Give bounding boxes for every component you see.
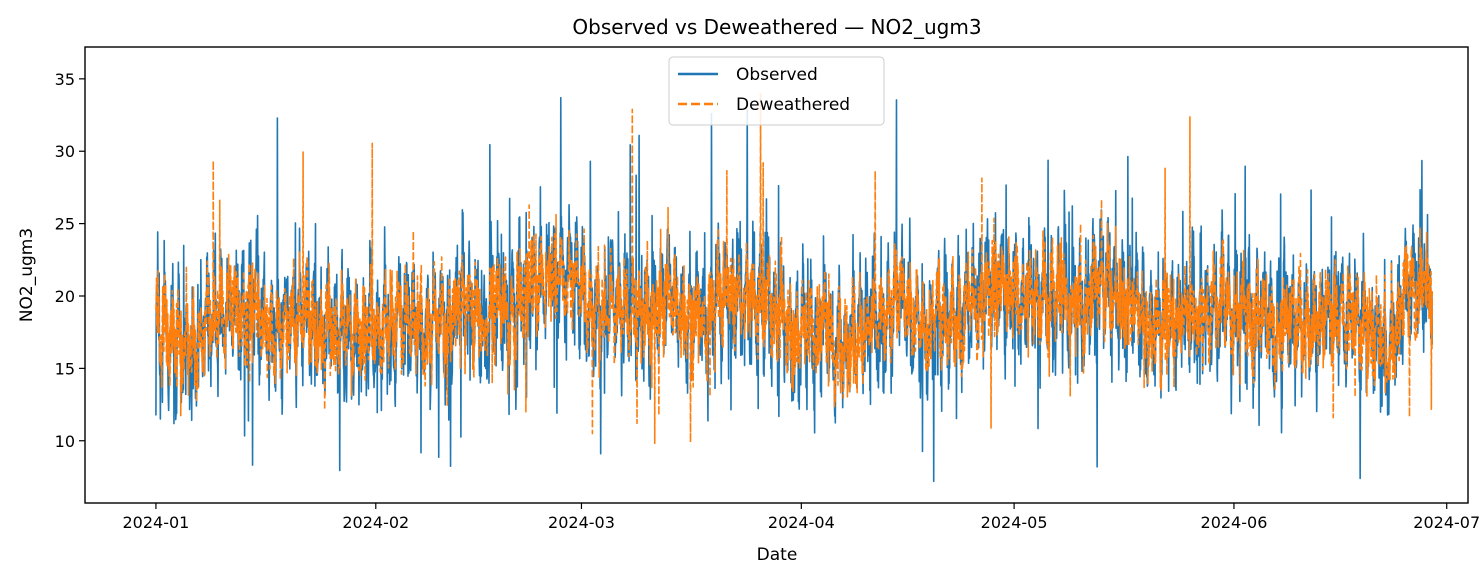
y-tick-label: 20	[55, 287, 75, 306]
chart-title: Observed vs Deweathered — NO2_ugm3	[572, 15, 981, 39]
x-tick-label: 2024-05	[981, 513, 1048, 532]
plot-frame	[84, 46, 1469, 504]
y-axis-label: NO2_ugm3	[17, 228, 37, 322]
series-layer	[155, 92, 1434, 483]
x-axis-label: Date	[757, 545, 798, 565]
y-axis: 10 15 20 25 30 35	[55, 70, 85, 451]
y-tick-label: 15	[55, 359, 75, 378]
x-tick-label: 2024-07	[1413, 513, 1480, 532]
x-tick-label: 2024-01	[122, 513, 189, 532]
series-line-deweathered	[155, 92, 1434, 445]
x-axis: 2024-01 2024-02 2024-03 2024-04 2024-05 2024-…	[122, 503, 1480, 532]
legend: Observed Deweathered	[668, 56, 885, 126]
y-tick-label: 25	[55, 215, 75, 234]
y-tick-label: 30	[55, 142, 75, 161]
legend-label-deweathered: Deweathered	[736, 95, 850, 115]
legend-label-observed: Observed	[736, 65, 818, 85]
y-tick-label: 10	[55, 432, 75, 451]
x-tick-label: 2024-04	[768, 513, 835, 532]
x-tick-label: 2024-03	[548, 513, 615, 532]
y-tick-label: 35	[55, 70, 75, 89]
legend-box	[668, 56, 885, 126]
x-tick-label: 2024-06	[1201, 513, 1268, 532]
x-tick-label: 2024-02	[342, 513, 409, 532]
